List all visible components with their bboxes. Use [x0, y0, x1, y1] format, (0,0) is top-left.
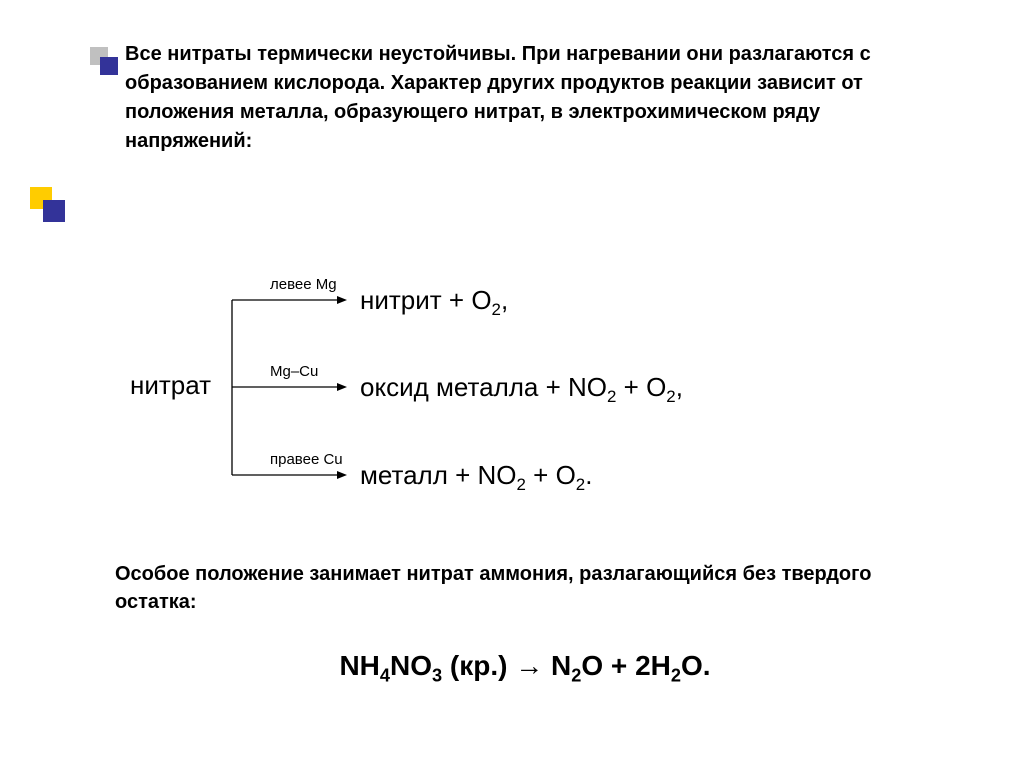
- accent-block: [30, 187, 52, 209]
- equation: NH4NO3 (кр.) → N2O + 2H2O.: [115, 650, 935, 682]
- scheme-condition-3: правее Cu: [270, 451, 343, 468]
- intro-text: Все нитраты термически неустойчивы. При …: [125, 40, 945, 156]
- footer-text: Особое положение занимает нитрат аммония…: [115, 560, 935, 616]
- bullet-icon: [90, 47, 108, 65]
- scheme-condition-1: левее Mg: [270, 276, 337, 293]
- intro-block: Все нитраты термически неустойчивы. При …: [125, 40, 945, 156]
- scheme-condition-2: Mg–Cu: [270, 363, 318, 380]
- decomposition-scheme: нитрат левее Mg Mg–Cu правее Cu нитрит +…: [130, 270, 910, 510]
- footer-block: Особое положение занимает нитрат аммония…: [115, 560, 935, 616]
- scheme-reactant: нитрат: [130, 370, 211, 401]
- scheme-product-3: металл + NO2 + O2.: [360, 460, 592, 491]
- scheme-product-2: оксид металла + NO2 + O2,: [360, 372, 683, 403]
- accent-icon: [30, 187, 52, 209]
- slide: Все нитраты термически неустойчивы. При …: [0, 0, 1024, 768]
- scheme-product-1: нитрит + O2,: [360, 285, 508, 316]
